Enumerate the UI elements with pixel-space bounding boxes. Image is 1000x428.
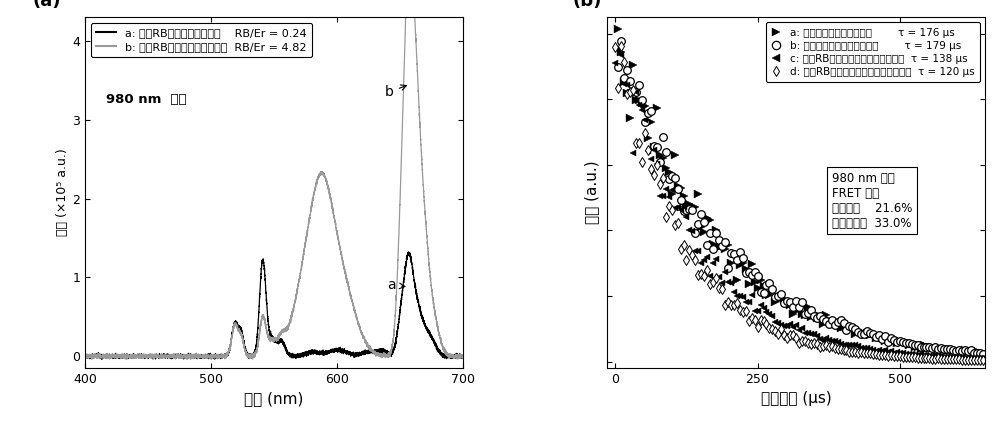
Y-axis label: 强度 (a.u.): 强度 (a.u.) <box>584 161 599 224</box>
Text: 980 nm 激发
FRET 效率
初始颗粒    21.6%
反应后颗粒  33.0%: 980 nm 激发 FRET 效率 初始颗粒 21.6% 反应后颗粒 33.0% <box>832 172 912 229</box>
Text: 980 nm  激发: 980 nm 激发 <box>106 92 186 106</box>
Y-axis label: 强度 (×10⁵ a.u.): 强度 (×10⁵ a.u.) <box>56 149 69 237</box>
Text: (a): (a) <box>32 0 61 10</box>
Text: b: b <box>385 85 406 99</box>
X-axis label: 波长 (nm): 波长 (nm) <box>244 392 304 407</box>
Legend: a: 初始稀土氟化物纳米颗粒        τ = 176 μs, b: 反应后稀土氟化物纳米颗粒        τ = 179 μs, c: 负载RB的初始稀: a: 初始稀土氟化物纳米颗粒 τ = 176 μs, b: 反应后稀土氟化物纳米… <box>766 22 980 82</box>
X-axis label: 荧光寿命 (μs): 荧光寿命 (μs) <box>761 392 831 407</box>
Text: (b): (b) <box>573 0 602 10</box>
Text: a: a <box>388 278 405 292</box>
Legend: a: 负载RB的初始稀土氟化物    RB/Er = 0.24, b: 负载RB的反应后稀土氟化物  RB/Er = 4.82: a: 负载RB的初始稀土氟化物 RB/Er = 0.24, b: 负载RB的反应… <box>91 23 312 57</box>
